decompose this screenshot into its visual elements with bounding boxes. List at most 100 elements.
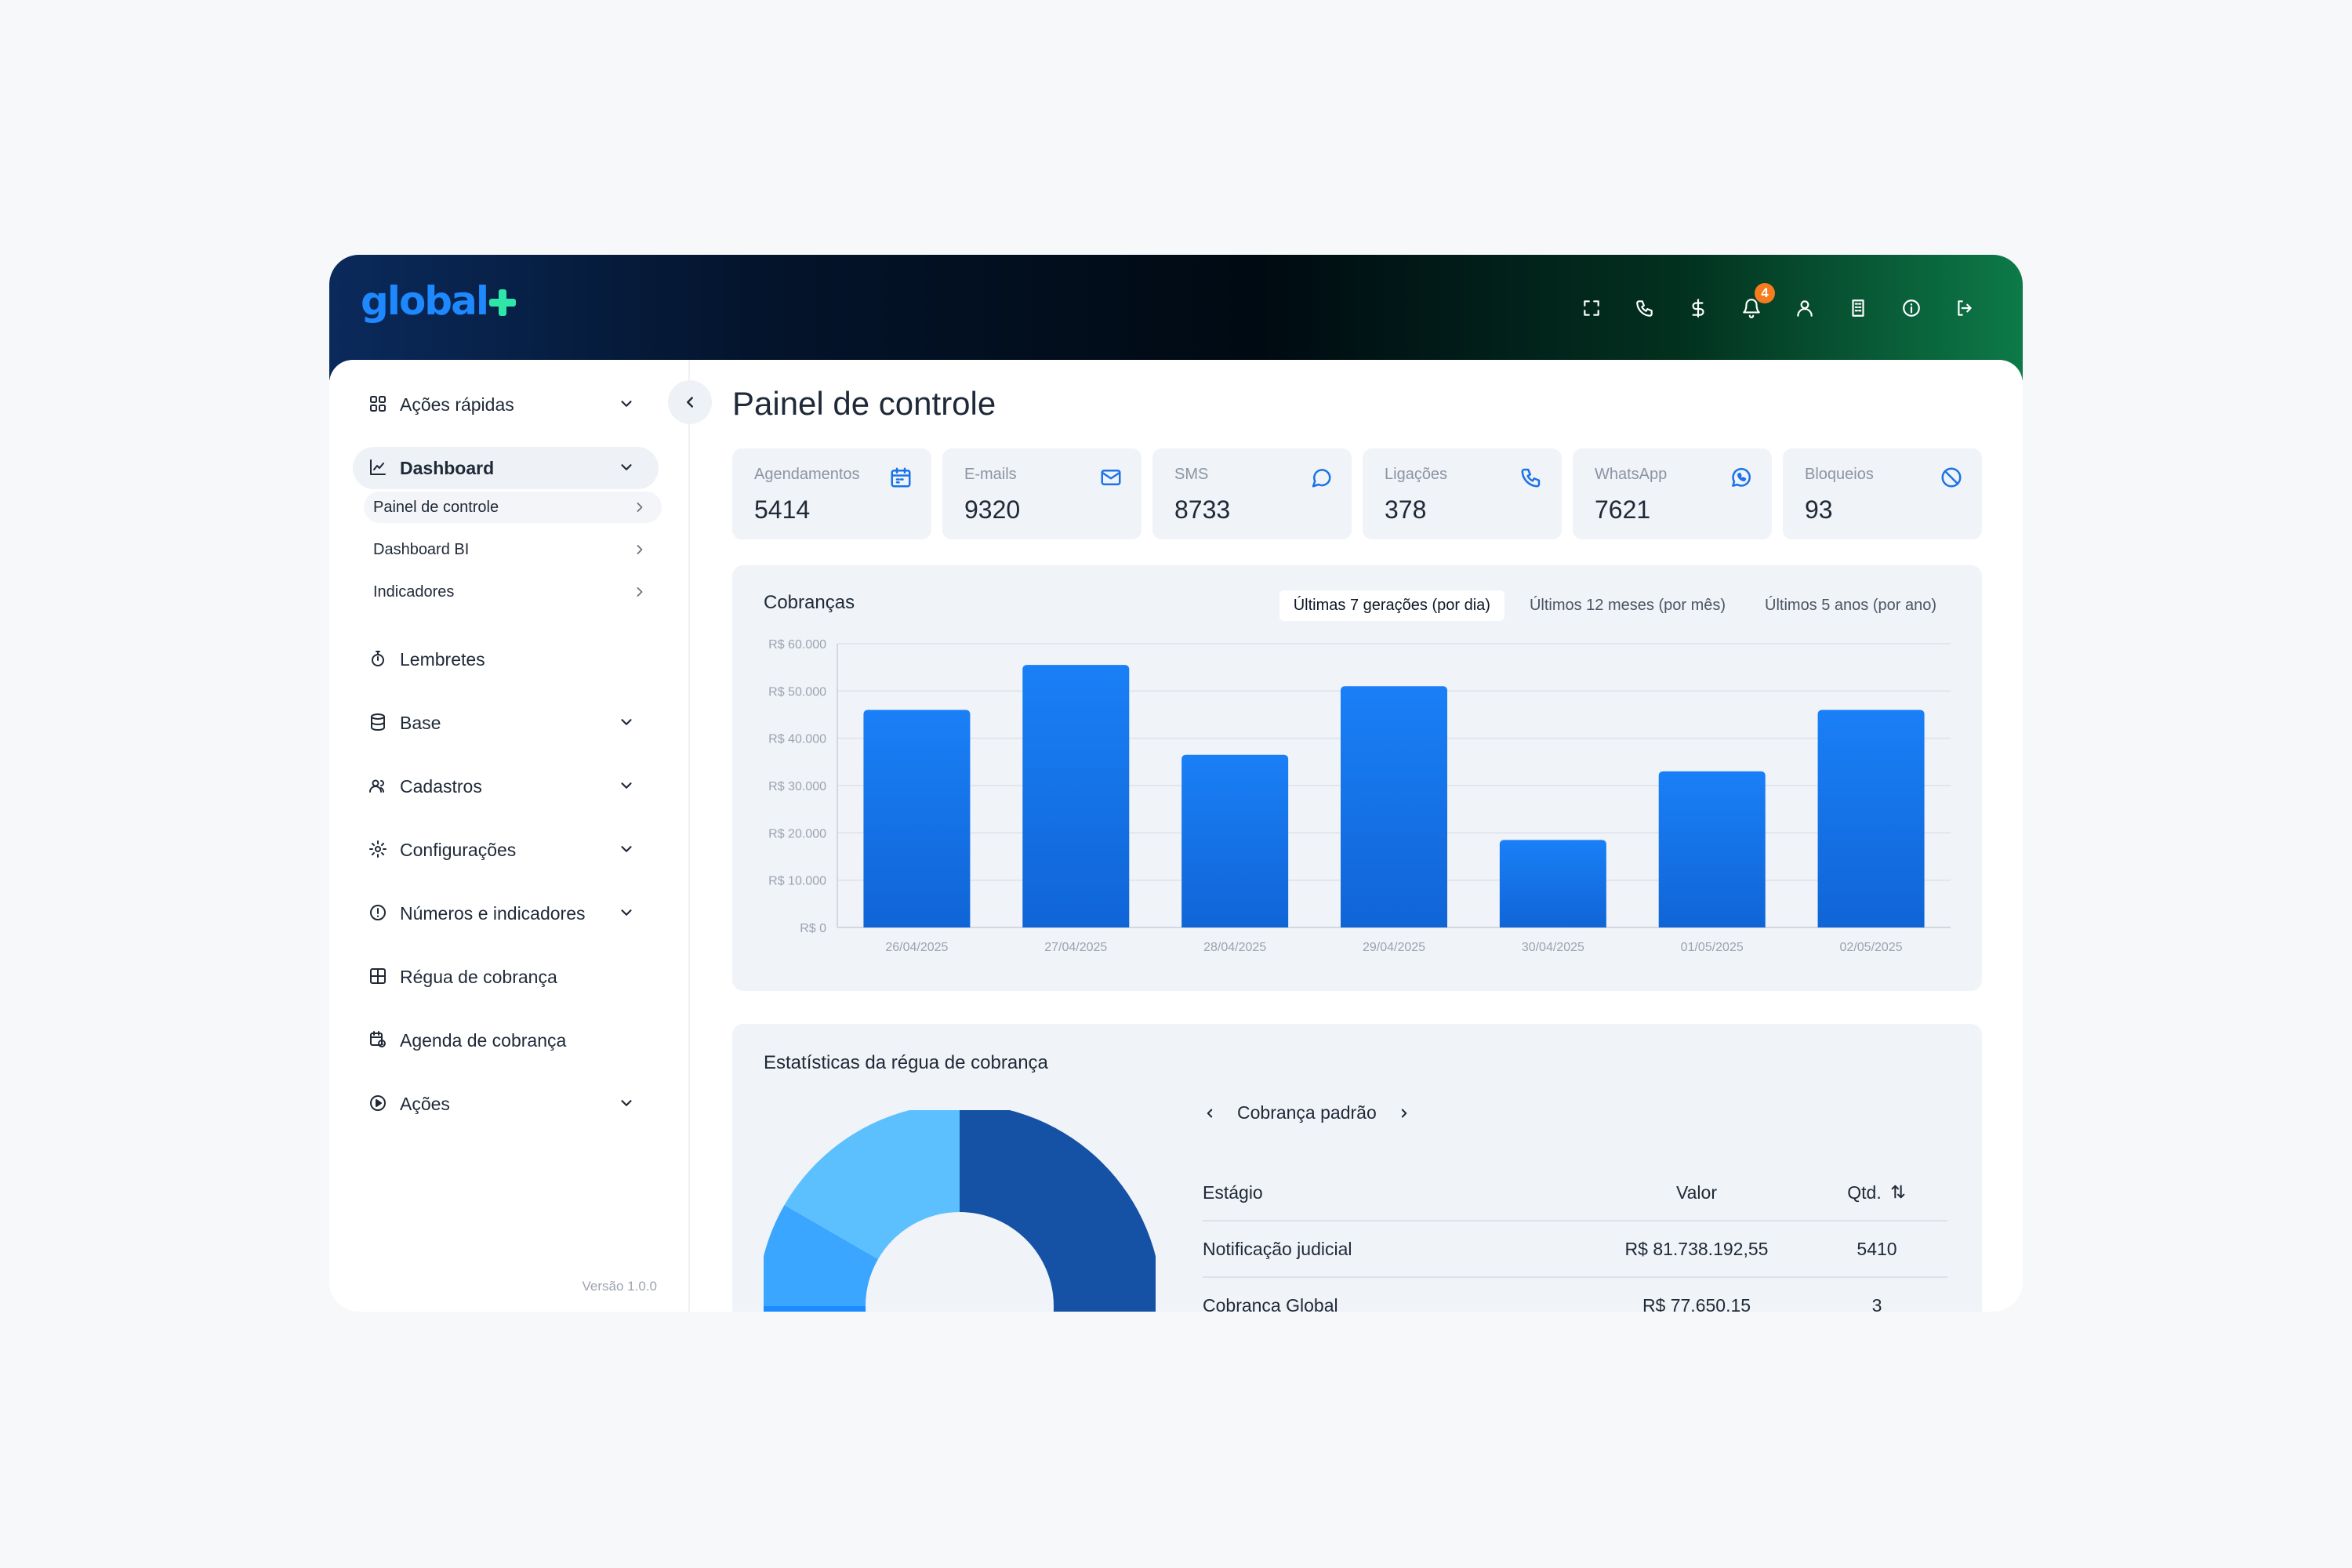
qtd-label: Qtd. xyxy=(1847,1182,1882,1203)
sidebar-item-base[interactable]: Base xyxy=(353,702,659,744)
x-tick-label: 02/05/2025 xyxy=(1840,941,1903,954)
sidebar-subitem-painel-de-controle[interactable]: Painel de controle xyxy=(364,492,662,523)
donut-slice[interactable] xyxy=(764,1306,960,1312)
sidebar-item-regua-de-cobranca[interactable]: Régua de cobrança xyxy=(353,956,659,998)
chevron-down-icon[interactable] xyxy=(618,459,635,476)
stat-label: Bloqueios xyxy=(1805,466,1874,483)
chevron-down-icon[interactable] xyxy=(618,1094,635,1112)
tab-ultimos-12-meses[interactable]: Últimos 12 meses (por mês) xyxy=(1529,597,1726,614)
cobrancas-panel: Cobranças Últimas 7 gerações (por dia) Ú… xyxy=(732,565,1982,991)
stat-card-whatsapp[interactable]: WhatsApp 7621 xyxy=(1573,448,1772,539)
chevron-down-icon[interactable] xyxy=(618,840,635,858)
brand-logo[interactable]: global xyxy=(361,278,516,324)
x-tick-label: 26/04/2025 xyxy=(885,941,948,954)
stat-card-emails[interactable]: E-mails 9320 xyxy=(942,448,1142,539)
column-header-qtd[interactable]: Qtd. xyxy=(1830,1182,1924,1205)
donut-slice[interactable] xyxy=(960,1110,1156,1312)
estatisticas-title: Estatísticas da régua de cobrança xyxy=(764,1052,1048,1073)
cell-qtd: 5410 xyxy=(1857,1239,1897,1259)
sidebar-item-agenda-de-cobranca[interactable]: Agenda de cobrança xyxy=(353,1019,659,1062)
sidebar-item-numeros-e-indicadores[interactable]: Números e indicadores xyxy=(353,892,659,935)
stat-label: Ligações xyxy=(1385,466,1448,483)
info-icon[interactable] xyxy=(1885,294,1938,322)
calendar-clock-icon xyxy=(368,1030,389,1051)
phone-icon[interactable] xyxy=(1618,294,1671,322)
bell-icon[interactable]: 4 xyxy=(1725,283,1778,322)
stat-value: 8733 xyxy=(1174,495,1231,524)
y-tick-label: R$ 20.000 xyxy=(768,827,826,840)
stat-card-ligacoes[interactable]: Ligações 378 xyxy=(1363,448,1562,539)
chevron-left-icon[interactable] xyxy=(1203,1106,1217,1120)
tab-ultimos-5-anos[interactable]: Últimos 5 anos (por ano) xyxy=(1765,597,1936,614)
sidebar-subitem-label: Indicadores xyxy=(373,583,455,601)
sort-icon[interactable] xyxy=(1889,1183,1907,1205)
sidebar-item-acoes[interactable]: Ações xyxy=(353,1083,659,1125)
cell-value: R$ 77.650,15 xyxy=(1642,1295,1751,1312)
sidebar-item-configuracoes[interactable]: Configurações xyxy=(353,829,659,871)
y-tick-label: R$ 10.000 xyxy=(768,875,826,888)
fullscreen-icon[interactable] xyxy=(1565,294,1618,322)
tab-ultimas-7-geracoes[interactable]: Últimas 7 gerações (por dia) xyxy=(1279,590,1504,621)
rule-selector-label: Cobrança padrão xyxy=(1237,1102,1377,1123)
sidebar-subitem-indicadores[interactable]: Indicadores xyxy=(364,576,662,608)
chart-bar[interactable] xyxy=(1817,710,1925,927)
chart-bar[interactable] xyxy=(863,710,971,927)
sidebar-subitem-label: Painel de controle xyxy=(373,498,499,516)
chevron-right-icon xyxy=(632,584,648,600)
sidebar-subitem-dashboard-bi[interactable]: Dashboard BI xyxy=(364,534,662,565)
chevron-down-icon[interactable] xyxy=(618,713,635,731)
chevron-down-icon[interactable] xyxy=(618,777,635,794)
table-row[interactable]: Cobrança Global R$ 77.650,15 3 xyxy=(1203,1278,1947,1312)
column-header-estagio: Estágio xyxy=(1203,1182,1263,1203)
sidebar-item-label: Números e indicadores xyxy=(400,902,586,924)
chart-bar[interactable] xyxy=(1022,665,1130,927)
stat-value: 378 xyxy=(1385,495,1427,524)
chart-bar[interactable] xyxy=(1341,686,1447,927)
y-tick-label: R$ 40.000 xyxy=(768,733,826,746)
table-row[interactable]: Notificação judicial R$ 81.738.192,55 54… xyxy=(1203,1221,1947,1278)
collapse-sidebar-button[interactable] xyxy=(668,380,712,424)
dollar-icon[interactable] xyxy=(1671,294,1725,322)
sidebar-item-label: Configurações xyxy=(400,839,517,860)
chart-bar[interactable] xyxy=(1658,771,1766,927)
building-icon[interactable] xyxy=(1831,294,1885,322)
sidebar-item-label: Cadastros xyxy=(400,775,482,797)
sidebar-item-acoes-rapidas[interactable]: Ações rápidas xyxy=(353,383,659,426)
stat-card-sms[interactable]: SMS 8733 xyxy=(1152,448,1352,539)
logout-icon[interactable] xyxy=(1938,294,1991,322)
chart-bar[interactable] xyxy=(1181,754,1289,927)
sidebar-item-lembretes[interactable]: Lembretes xyxy=(353,638,659,681)
mail-icon xyxy=(1099,466,1123,489)
regua-donut-chart xyxy=(764,1110,1156,1312)
chevron-down-icon[interactable] xyxy=(618,395,635,412)
stat-card-bloqueios[interactable]: Bloqueios 93 xyxy=(1783,448,1982,539)
donut-slice[interactable] xyxy=(764,1205,879,1306)
version-label: Versão 1.0.0 xyxy=(582,1279,657,1294)
column-header-valor: Valor xyxy=(1676,1182,1717,1203)
sidebar-item-label: Base xyxy=(400,712,441,733)
stat-value: 5414 xyxy=(754,495,811,524)
y-tick-label: R$ 60.000 xyxy=(768,638,826,652)
gear-icon xyxy=(368,840,389,860)
content-area: Ações rápidas Dashboard Painel de contro… xyxy=(329,360,2023,1312)
x-tick-label: 01/05/2025 xyxy=(1681,941,1744,954)
chevron-down-icon[interactable] xyxy=(618,904,635,921)
sidebar-item-dashboard[interactable]: Dashboard xyxy=(353,447,659,489)
sidebar-item-cadastros[interactable]: Cadastros xyxy=(353,765,659,808)
top-bar: global 4 xyxy=(329,255,2023,380)
chevron-right-icon[interactable] xyxy=(1397,1106,1411,1120)
user-icon[interactable] xyxy=(1778,294,1831,322)
sidebar-item-label: Agenda de cobrança xyxy=(400,1029,567,1051)
table-header: Estágio Valor Qtd. xyxy=(1203,1165,1947,1221)
rule-selector: Cobrança padrão xyxy=(1203,1102,1411,1123)
chart-bar[interactable] xyxy=(1499,840,1606,927)
cell-value: R$ 81.738.192,55 xyxy=(1624,1239,1769,1259)
stat-card-agendamentos[interactable]: Agendamentos 5414 xyxy=(732,448,931,539)
stopwatch-icon xyxy=(368,649,389,670)
donut-slice[interactable] xyxy=(784,1110,960,1259)
stat-value: 7621 xyxy=(1595,495,1651,524)
block-icon xyxy=(1940,466,1963,489)
x-tick-label: 29/04/2025 xyxy=(1363,941,1425,954)
cobrancas-title: Cobranças xyxy=(764,592,855,613)
sidebar-item-label: Dashboard xyxy=(400,457,495,478)
